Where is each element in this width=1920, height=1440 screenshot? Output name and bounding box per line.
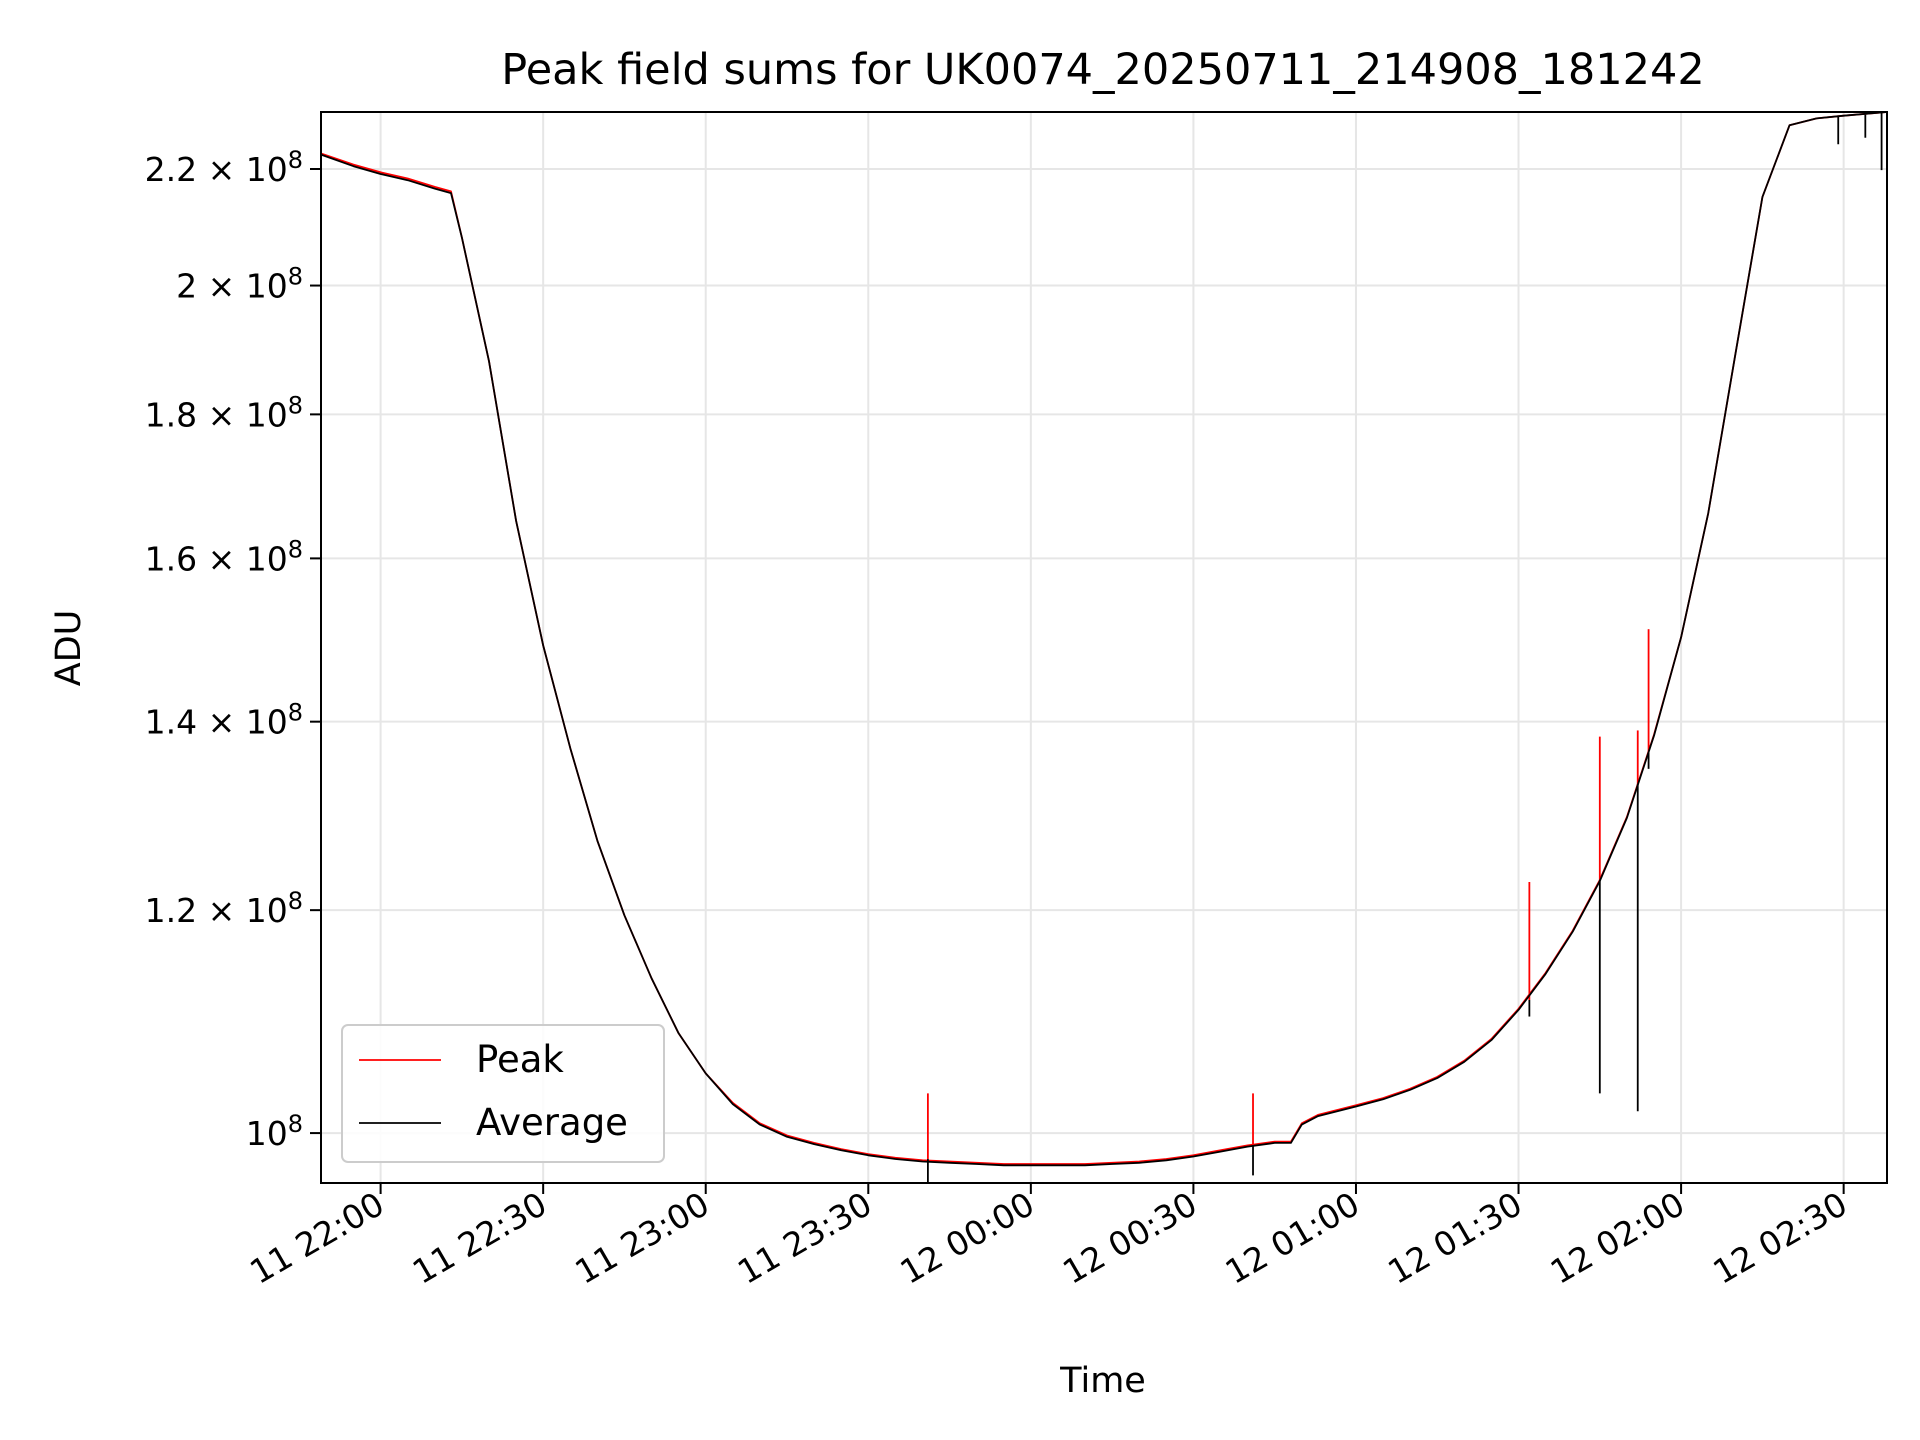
x-tick-label: 12 00:00 bbox=[894, 1184, 1041, 1292]
line-average bbox=[320, 111, 1888, 1167]
plot-frame bbox=[320, 111, 1888, 1184]
x-tick-label: 11 23:00 bbox=[568, 1184, 715, 1292]
x-tick-label: 12 02:30 bbox=[1706, 1184, 1853, 1292]
legend-label-average: Average bbox=[476, 1101, 628, 1144]
x-tick-label: 11 22:30 bbox=[406, 1184, 553, 1292]
legend-label-peak: Peak bbox=[476, 1038, 564, 1081]
x-axis: 11 22:00 11 22:30 11 23:00 11 23:30 12 00:00… bbox=[243, 1183, 1854, 1292]
x-axis-label: Time bbox=[1059, 1361, 1146, 1401]
y-tick-label: 1.4 × 108 bbox=[145, 699, 303, 742]
legend: Peak Average bbox=[341, 1024, 665, 1163]
grid bbox=[321, 112, 1887, 1183]
y-tick-label: 108 bbox=[246, 1110, 303, 1153]
y-tick-label: 1.2 × 108 bbox=[145, 887, 303, 930]
chart-title: Peak field sums for UK0074_20250711_2149… bbox=[501, 45, 1704, 95]
x-tick-label: 12 00:30 bbox=[1056, 1184, 1203, 1292]
series-average bbox=[320, 111, 1888, 1183]
y-tick-label: 1.8 × 108 bbox=[145, 391, 303, 434]
line-peak bbox=[320, 111, 1888, 1165]
x-tick-label: 11 22:00 bbox=[243, 1184, 390, 1292]
y-axis: 108 1.2 × 108 1.4 × 108 1.6 × 108 1.8 × 108 2… bbox=[145, 146, 321, 1153]
y-tick-label: 2 × 108 bbox=[176, 263, 303, 306]
y-axis-label: ADU bbox=[49, 610, 89, 687]
x-tick-label: 12 01:00 bbox=[1219, 1184, 1366, 1292]
series-peak bbox=[320, 111, 1888, 1165]
x-tick-label: 12 02:00 bbox=[1544, 1184, 1691, 1292]
plot-series bbox=[320, 111, 1888, 1183]
x-tick-label: 11 23:30 bbox=[731, 1184, 878, 1292]
x-tick-label: 12 01:30 bbox=[1381, 1184, 1528, 1292]
y-tick-label: 2.2 × 108 bbox=[145, 146, 303, 189]
y-tick-label: 1.6 × 108 bbox=[145, 535, 303, 578]
